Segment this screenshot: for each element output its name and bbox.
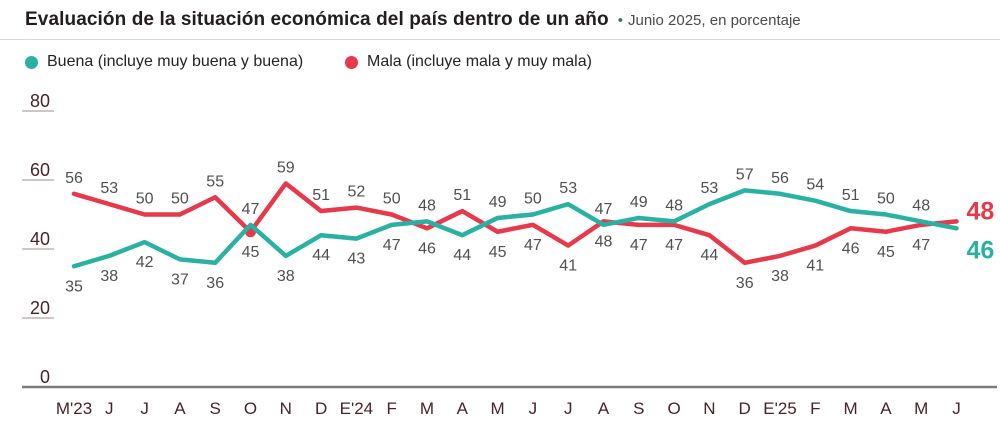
header-divider: [0, 39, 1000, 40]
mala-value-label: 52: [348, 184, 366, 201]
y-axis-label: 0: [40, 367, 50, 387]
x-axis-label: D: [739, 399, 751, 418]
mala-value-label: 45: [489, 244, 507, 261]
legend-mala-label: Mala (incluye mala y muy mala): [367, 53, 592, 70]
x-axis-label: J: [140, 399, 149, 418]
buena-value-label: 53: [559, 180, 577, 197]
x-axis-label: O: [244, 399, 257, 418]
x-axis-label: M: [420, 399, 434, 418]
x-axis-label: A: [598, 399, 610, 418]
y-axis-label: 80: [30, 91, 50, 111]
x-axis-label: J: [105, 399, 114, 418]
buena-value-label: 48: [912, 197, 930, 214]
mala-value-label: 45: [877, 244, 895, 261]
buena-value-label: 38: [100, 268, 118, 285]
buena-value-label: 54: [806, 177, 824, 194]
legend-item-mala: Mala (incluye mala y muy mala): [345, 53, 592, 71]
mala-value-label: 59: [277, 159, 295, 176]
buena-value-label: 47: [595, 201, 613, 218]
buena-value-label: 57: [736, 166, 754, 183]
buena-value-label: 48: [418, 197, 436, 214]
bullet-separator-icon: •: [617, 12, 623, 29]
legend-item-buena: Buena (incluye muy buena y buena): [25, 53, 303, 71]
x-axis-label: S: [633, 399, 644, 418]
buena-value-label: 50: [877, 191, 895, 208]
y-axis-label: 20: [30, 298, 50, 318]
mala-value-label: 41: [559, 258, 577, 275]
mala-value-label: 38: [771, 268, 789, 285]
chart-header: Evaluación de la situación económica del…: [25, 9, 990, 31]
buena-value-label: 49: [489, 194, 507, 211]
x-axis-label: M: [491, 399, 505, 418]
buena-value-label: 38: [277, 268, 295, 285]
mala-value-label: 51: [453, 187, 471, 204]
mala-value-label: 36: [736, 275, 754, 292]
mala-value-label: 46: [842, 240, 860, 257]
buena-value-label: 42: [136, 254, 154, 271]
mala-value-label: 41: [806, 258, 824, 275]
mala-value-label: 48: [595, 233, 613, 250]
mala-value-label: 50: [171, 191, 189, 208]
buena-value-label: 36: [206, 275, 224, 292]
mala-legend-dot-icon: [345, 55, 358, 69]
final-value-buena: 46: [967, 236, 995, 264]
x-axis-label: M'23: [56, 399, 92, 418]
buena-value-label: 47: [242, 201, 260, 218]
x-axis-label: F: [387, 399, 397, 418]
mala-value-label: 50: [383, 191, 401, 208]
mala-value-label: 51: [312, 187, 330, 204]
x-axis-label: S: [210, 399, 221, 418]
mala-value-label: 47: [912, 237, 930, 254]
buena-value-label: 43: [348, 251, 366, 268]
buena-value-label: 49: [630, 194, 648, 211]
mala-value-label: 45: [242, 244, 260, 261]
x-axis-label: J: [564, 399, 573, 418]
x-axis-label: M: [844, 399, 858, 418]
mala-value-label: 46: [418, 240, 436, 257]
mala-value-label: 44: [701, 247, 719, 264]
buena-value-label: 53: [701, 180, 719, 197]
line-mala: [71, 181, 959, 266]
x-axis-label: N: [703, 399, 715, 418]
legend-buena-label: Buena (incluye muy buena y buena): [47, 53, 304, 70]
final-value-mala: 48: [967, 197, 995, 225]
x-axis-label: N: [280, 399, 292, 418]
mala-value-label: 55: [206, 173, 224, 190]
page-title: Evaluación de la situación económica del…: [25, 9, 609, 30]
buena-value-label: 47: [383, 237, 401, 254]
x-axis-label: A: [457, 399, 469, 418]
mala-value-label: 50: [136, 191, 154, 208]
x-axis-label: J: [952, 399, 961, 418]
y-axis-label: 60: [30, 160, 50, 180]
x-axis-label: D: [315, 399, 327, 418]
x-axis-label: F: [810, 399, 820, 418]
x-axis-label: A: [880, 399, 892, 418]
x-axis-label: M: [914, 399, 928, 418]
x-axis-label: O: [667, 399, 680, 418]
y-axis-label: 40: [30, 229, 50, 249]
buena-value-label: 48: [665, 197, 683, 214]
buena-value-label: 50: [524, 191, 542, 208]
chart-subtitle: • Junio 2025, en porcentaje: [618, 12, 801, 29]
x-axis-label: E'24: [340, 399, 374, 418]
mala-value-label: 47: [665, 237, 683, 254]
x-axis-label: A: [174, 399, 186, 418]
buena-legend-dot-icon: [25, 55, 38, 69]
x-axis-label: E'25: [763, 399, 797, 418]
mala-value-label: 47: [630, 237, 648, 254]
subtitle-text: Junio 2025, en porcentaje: [628, 12, 801, 29]
buena-value-label: 37: [171, 271, 189, 288]
mala-value-label: 53: [100, 180, 118, 197]
mala-value-label: 47: [524, 237, 542, 254]
buena-value-label: 56: [771, 170, 789, 187]
mala-value-label: 56: [65, 170, 83, 187]
buena-value-label: 44: [312, 247, 330, 264]
buena-value-label: 44: [453, 247, 471, 264]
line-buena: [71, 188, 959, 269]
x-axis-label: J: [529, 399, 538, 418]
buena-value-label: 35: [65, 278, 83, 295]
buena-value-label: 51: [842, 187, 860, 204]
